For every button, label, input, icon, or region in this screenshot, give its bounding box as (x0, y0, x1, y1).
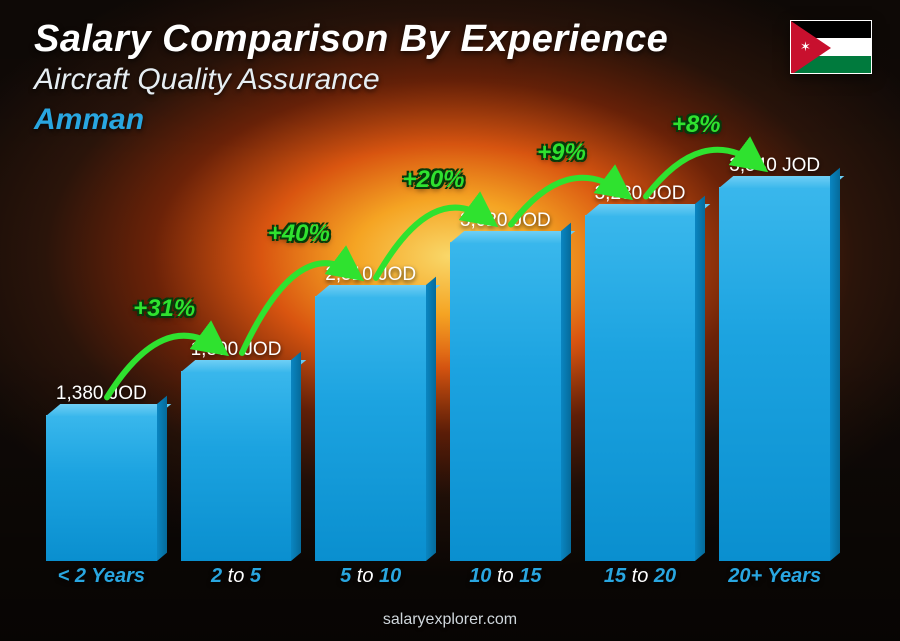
bar-col: 1,380 JOD (46, 383, 157, 561)
x-axis-label: 15 to 20 (585, 565, 696, 595)
x-axis-labels: < 2 Years 2 to 5 5 to 10 10 to 15 15 to 20 20… (40, 565, 836, 595)
x-axis-label: 2 to 5 (181, 565, 292, 595)
bar-value-label: 3,280 JOD (595, 183, 686, 205)
bar-col: 2,510 JOD (315, 264, 426, 561)
flag-star-icon: ✶ (800, 39, 811, 55)
x-axis-label: < 2 Years (46, 565, 157, 595)
bar (46, 415, 157, 561)
bar-col: 3,540 JOD (719, 155, 830, 561)
bar-col: 3,280 JOD (585, 183, 696, 561)
bar-value-label: 3,540 JOD (729, 155, 820, 177)
bar-value-label: 2,510 JOD (325, 264, 416, 286)
bar-col: 1,800 JOD (181, 339, 292, 561)
header: Salary Comparison By Experience Aircraft… (34, 18, 866, 137)
bar (315, 296, 426, 561)
flag-triangle (791, 21, 831, 74)
footer-attribution: salaryexplorer.com (0, 611, 900, 629)
page-title: Salary Comparison By Experience (34, 18, 866, 61)
bar (181, 371, 292, 561)
x-axis-label: 20+ Years (719, 565, 830, 595)
bar-container: 1,380 JOD 1,800 JOD 2,510 JOD 3,020 JOD 3,28… (40, 160, 836, 561)
bar-value-label: 1,380 JOD (56, 383, 147, 405)
salary-bar-chart: 1,380 JOD 1,800 JOD 2,510 JOD 3,020 JOD 3,28… (40, 160, 836, 595)
bar (450, 242, 561, 561)
bar-col: 3,020 JOD (450, 210, 561, 561)
bar (719, 187, 830, 561)
bar (585, 215, 696, 561)
bar-value-label: 1,800 JOD (191, 339, 282, 361)
page-subtitle: Aircraft Quality Assurance (34, 63, 866, 97)
x-axis-label: 5 to 10 (315, 565, 426, 595)
page-city: Amman (34, 103, 866, 137)
bar-value-label: 3,020 JOD (460, 210, 551, 232)
country-flag-jordan: ✶ (790, 20, 872, 74)
x-axis-label: 10 to 15 (450, 565, 561, 595)
